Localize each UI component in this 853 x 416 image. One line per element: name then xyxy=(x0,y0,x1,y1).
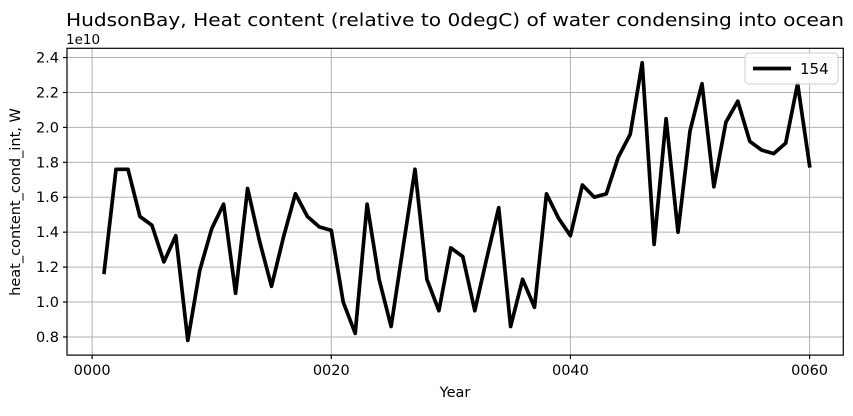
axes-spines xyxy=(66,47,844,356)
y-tick-label: 1.0 xyxy=(36,295,59,311)
legend-entry-label: 154 xyxy=(800,60,829,78)
series-line-154 xyxy=(102,60,812,343)
chart-title: HudsonBay, Heat content (relative to 0de… xyxy=(66,10,844,31)
x-tick-label: 0040 xyxy=(552,363,589,379)
x-tick-label: 0060 xyxy=(791,363,828,379)
y-tick-label: 2.4 xyxy=(36,51,59,67)
y-tick-label: 1.6 xyxy=(36,190,59,206)
y-tick-label: 0.8 xyxy=(36,330,59,346)
axis-ticks: 0000 0020 0040 0060 0.8 1.0 1.2 1.4 1.6 1.8 2.0 2.2… xyxy=(36,51,828,380)
legend-box xyxy=(744,52,839,85)
x-tick-label: 0020 xyxy=(313,363,350,379)
y-tick-label: 1.4 xyxy=(36,225,59,241)
y-tick-label: 1.2 xyxy=(36,260,59,276)
y-tick-label: 2.0 xyxy=(36,120,59,136)
y-tick-label: 2.2 xyxy=(36,85,59,101)
x-axis-label: Year xyxy=(439,385,471,401)
legend: 154 xyxy=(744,52,839,85)
y-tick-label: 1.8 xyxy=(36,155,59,171)
y-axis-offset-text: 1e10 xyxy=(66,32,100,48)
y-axis-label: heat_content_cond_int, W xyxy=(8,108,24,296)
gridlines xyxy=(67,48,844,356)
x-tick-label: 0000 xyxy=(74,363,111,379)
